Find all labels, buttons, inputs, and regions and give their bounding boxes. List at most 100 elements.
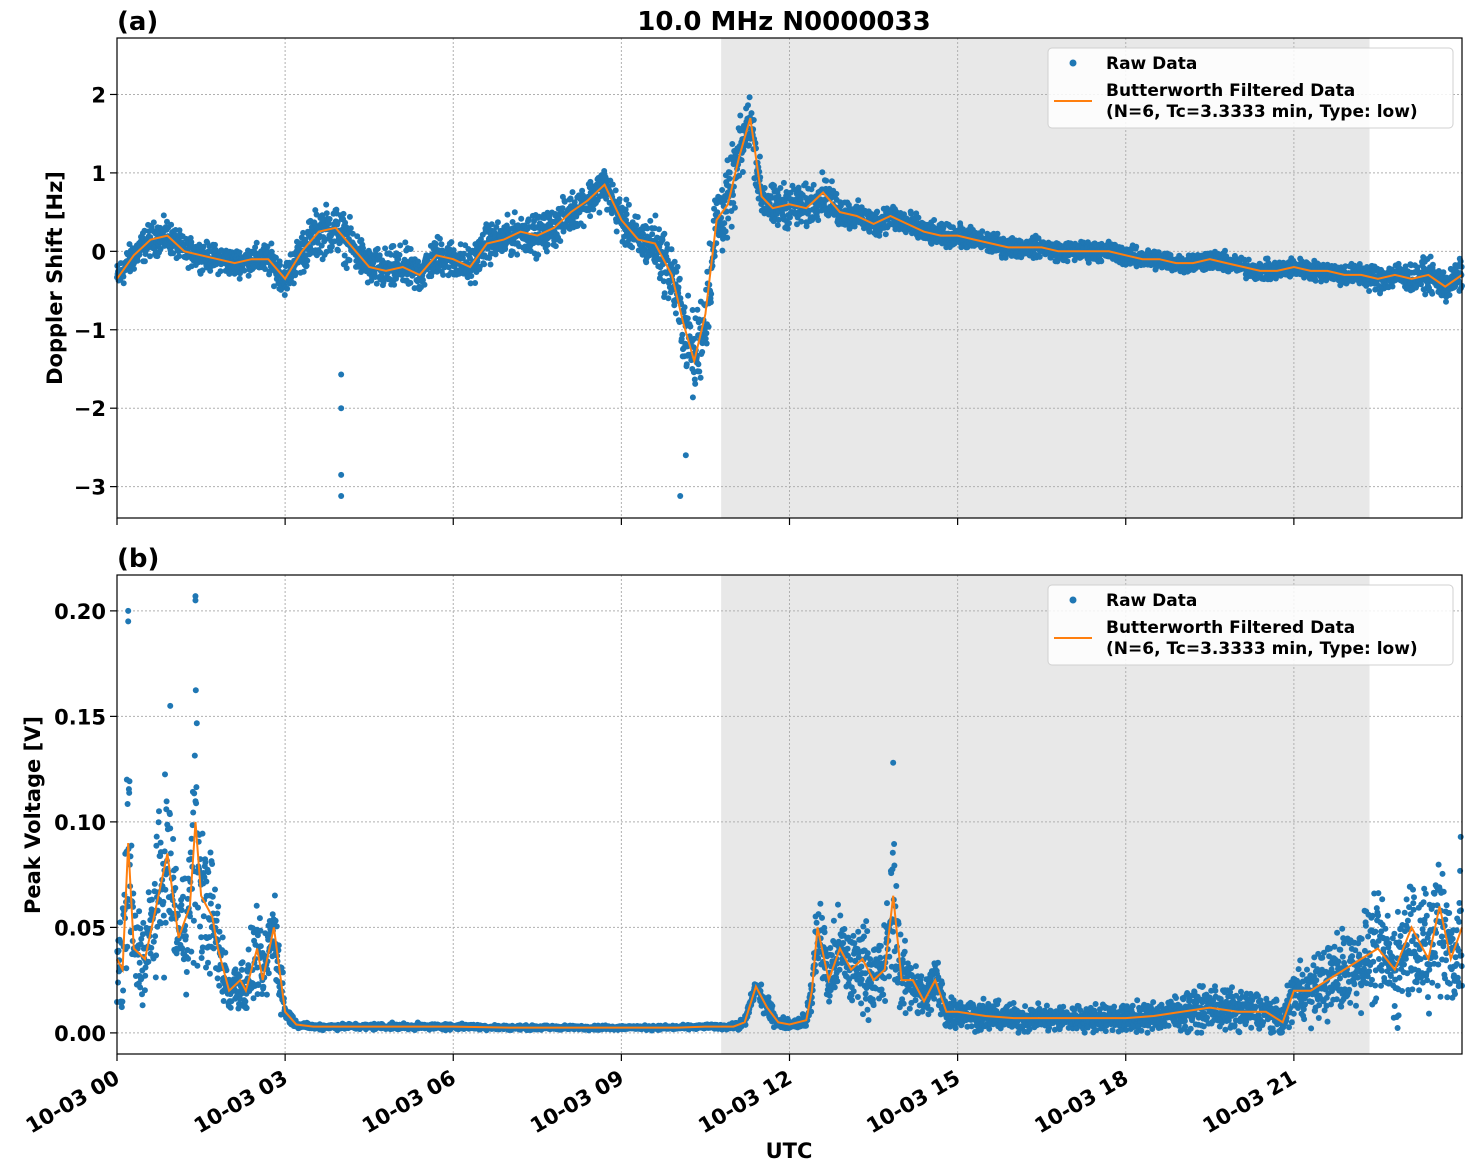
raw-data-point bbox=[227, 1004, 234, 1011]
raw-data-point bbox=[214, 910, 221, 917]
raw-data-point bbox=[150, 219, 157, 226]
raw-data-point bbox=[587, 178, 594, 185]
raw-data-point bbox=[236, 249, 243, 256]
raw-data-point bbox=[494, 219, 501, 226]
raw-data-point bbox=[284, 285, 291, 292]
raw-data-point bbox=[679, 331, 686, 338]
raw-data-point bbox=[833, 190, 840, 197]
raw-data-point bbox=[139, 1002, 146, 1009]
raw-data-point bbox=[141, 227, 148, 234]
raw-data-point bbox=[218, 247, 225, 254]
raw-data-point bbox=[419, 277, 426, 284]
raw-data-point bbox=[633, 222, 640, 229]
raw-data-point bbox=[126, 789, 133, 796]
raw-data-point bbox=[120, 280, 127, 287]
raw-data-point bbox=[188, 239, 195, 246]
raw-data-point bbox=[587, 213, 594, 220]
raw-data-point bbox=[236, 275, 243, 282]
raw-data-point bbox=[163, 798, 170, 805]
raw-data-point bbox=[557, 238, 564, 244]
raw-data-point bbox=[609, 181, 616, 188]
raw-data-point bbox=[265, 970, 272, 977]
raw-data-point bbox=[156, 808, 162, 815]
raw-data-point bbox=[126, 778, 133, 785]
y-tick-label: −1 bbox=[74, 319, 106, 343]
raw-data-point bbox=[202, 859, 209, 866]
raw-data-point bbox=[786, 220, 792, 227]
raw-data-point bbox=[210, 945, 217, 952]
raw-data-point bbox=[777, 185, 784, 191]
raw-data-point bbox=[596, 209, 603, 216]
raw-data-point bbox=[695, 361, 702, 368]
raw-data-point bbox=[162, 886, 169, 893]
raw-data-point bbox=[335, 247, 341, 254]
raw-data-point bbox=[183, 969, 190, 975]
raw-data-point bbox=[681, 304, 688, 311]
raw-data-point bbox=[784, 225, 791, 232]
raw-data-point bbox=[303, 262, 310, 269]
raw-data-point bbox=[612, 187, 619, 194]
raw-data-point bbox=[323, 210, 330, 217]
raw-data-point bbox=[167, 850, 174, 857]
raw-data-point bbox=[795, 184, 802, 191]
raw-data-point bbox=[623, 211, 630, 218]
raw-data-point bbox=[312, 207, 319, 214]
raw-data-point bbox=[994, 230, 1001, 237]
raw-data-point bbox=[780, 179, 787, 186]
raw-data-point bbox=[731, 204, 738, 211]
raw-data-point bbox=[748, 110, 755, 117]
legend-raw-marker bbox=[1069, 59, 1077, 67]
raw-data-point bbox=[1429, 290, 1436, 297]
raw-data-point bbox=[683, 361, 690, 368]
raw-data-point bbox=[874, 208, 881, 215]
raw-data-point bbox=[219, 934, 226, 941]
raw-data-point bbox=[502, 246, 509, 252]
raw-data-point bbox=[203, 878, 210, 885]
raw-data-point bbox=[215, 903, 222, 910]
raw-data-point bbox=[124, 801, 131, 807]
raw-data-point bbox=[343, 224, 350, 231]
raw-data-point bbox=[623, 196, 630, 203]
raw-data-point bbox=[192, 687, 199, 694]
raw-data-point bbox=[170, 250, 177, 257]
raw-data-point bbox=[541, 215, 548, 222]
raw-data-point bbox=[162, 919, 169, 926]
raw-data-point bbox=[155, 819, 162, 826]
raw-data-point bbox=[188, 948, 195, 955]
raw-data-point bbox=[178, 902, 185, 908]
raw-data-point bbox=[1222, 247, 1228, 254]
raw-data-point bbox=[719, 187, 726, 193]
raw-data-point bbox=[300, 229, 307, 236]
raw-data-point bbox=[340, 210, 347, 217]
raw-data-point bbox=[407, 279, 414, 286]
raw-data-point bbox=[580, 192, 587, 199]
raw-data-point bbox=[1366, 288, 1373, 294]
raw-data-point bbox=[882, 231, 889, 238]
raw-data-point bbox=[439, 250, 446, 257]
raw-data-point bbox=[137, 925, 144, 932]
raw-data-point bbox=[216, 928, 223, 935]
raw-data-point bbox=[213, 917, 220, 924]
raw-data-point bbox=[491, 229, 498, 235]
raw-data-point bbox=[161, 974, 168, 981]
raw-data-point bbox=[328, 243, 335, 250]
raw-data-point bbox=[407, 246, 414, 252]
raw-data-point bbox=[625, 201, 632, 208]
raw-data-point bbox=[613, 228, 620, 235]
raw-data-point bbox=[142, 972, 149, 979]
raw-data-point bbox=[511, 209, 518, 216]
raw-data-point bbox=[725, 215, 732, 222]
raw-data-point bbox=[176, 253, 183, 260]
raw-data-point bbox=[260, 983, 267, 990]
raw-data-point bbox=[191, 752, 198, 759]
raw-data-point bbox=[334, 219, 341, 226]
raw-data-point bbox=[190, 917, 197, 924]
raw-data-point bbox=[708, 291, 715, 297]
raw-data-point bbox=[358, 237, 365, 243]
raw-data-point bbox=[217, 268, 224, 275]
raw-data-point bbox=[257, 943, 264, 950]
raw-data-point bbox=[145, 958, 152, 965]
raw-data-point bbox=[518, 215, 525, 222]
raw-data-point bbox=[252, 244, 259, 251]
